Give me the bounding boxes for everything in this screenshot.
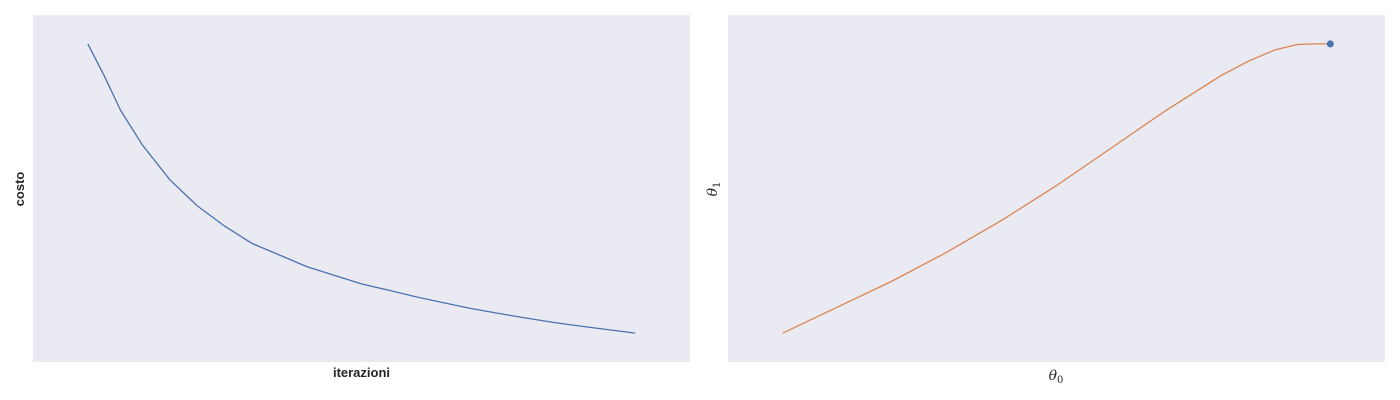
cost-chart: iterazioni costo <box>12 15 690 380</box>
theta-series-layer <box>782 40 1334 334</box>
theta-chart: θ0 θ1 <box>705 15 1385 386</box>
theta-ylabel: θ1 <box>705 182 723 197</box>
theta-xlabel-main: θ <box>1049 368 1058 384</box>
cost-ylabel: costo <box>12 172 27 207</box>
theta-xlabel: θ0 <box>1049 368 1064 386</box>
theta-ylabel-main: θ <box>705 187 721 196</box>
series-line-0-0 <box>87 43 636 334</box>
theta-plot-area <box>728 15 1385 362</box>
endpoint-marker-0 <box>1326 40 1334 48</box>
cost-series-layer <box>87 43 636 334</box>
series-line-1-0 <box>782 43 1331 334</box>
cost-plot-area <box>33 15 690 362</box>
theta-xlabel-sub: 0 <box>1057 375 1063 386</box>
theta-ylabel-sub: 1 <box>712 182 723 188</box>
cost-xlabel: iterazioni <box>333 365 390 380</box>
